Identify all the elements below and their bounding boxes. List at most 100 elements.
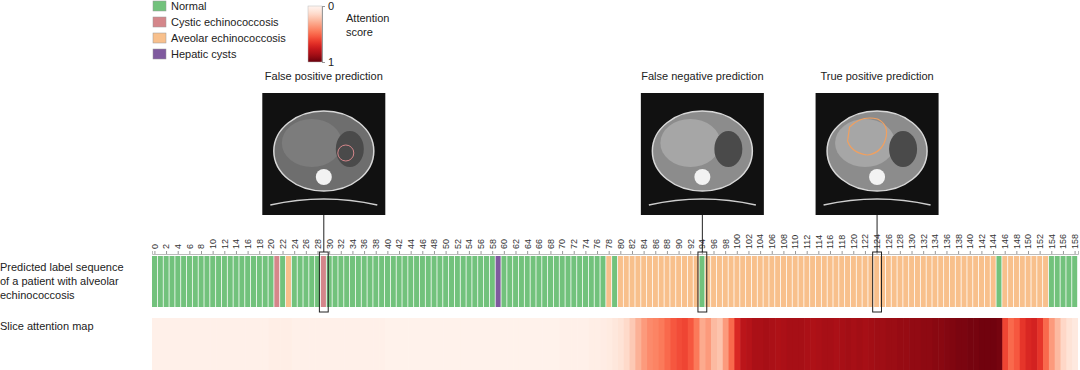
- slice-tick-label: 16: [243, 239, 253, 249]
- slice-tick-mark: [352, 251, 353, 254]
- sequence-cell: [548, 256, 553, 307]
- attention-cell: [851, 318, 857, 370]
- sequence-cell: [443, 256, 448, 307]
- attention-cell: [292, 318, 298, 370]
- slice-tick-label: 54: [464, 239, 474, 249]
- sequence-cell: [426, 256, 431, 307]
- slice-tick: 68: [546, 239, 556, 254]
- attention-cell: [659, 318, 665, 370]
- ct-thumbnail: [262, 93, 385, 215]
- slice-tick-mark: [271, 251, 272, 254]
- attention-cell: [595, 318, 601, 370]
- annotation-box: [698, 252, 707, 312]
- slice-tick-mark: [993, 251, 994, 254]
- attention-cell: [653, 318, 659, 370]
- slice-tick-mark: [306, 251, 307, 254]
- attention-cell: [688, 318, 694, 370]
- slice-tick-label: 148: [1012, 234, 1022, 249]
- sequence-cell: [915, 256, 920, 307]
- slice-tick-label: 142: [977, 234, 987, 249]
- sequence-cell: [542, 256, 547, 307]
- sequence-cell: [962, 256, 967, 307]
- attention-cell: [437, 318, 443, 370]
- slice-tick: 136: [942, 234, 952, 254]
- slice-tick-mark: [772, 251, 773, 254]
- slice-tick-label: 106: [767, 234, 777, 249]
- sequence-cell: [513, 256, 518, 307]
- attention-cell: [833, 318, 839, 370]
- slice-tick-mark: [364, 251, 365, 254]
- sequence-cell: [729, 256, 734, 307]
- legend-label: Normal: [171, 0, 206, 12]
- attention-cell: [484, 318, 490, 370]
- slice-tick: 142: [977, 234, 987, 254]
- sequence-cell: [863, 256, 868, 307]
- sequence-cell: [239, 256, 244, 307]
- attention-cell: [635, 318, 641, 370]
- slice-tick: 120: [849, 234, 859, 254]
- sequence-cell: [804, 256, 809, 307]
- slice-tick-mark: [492, 251, 493, 254]
- attention-cell: [1061, 318, 1067, 370]
- sequence-cell: [583, 256, 588, 307]
- annotation: True positive prediction: [816, 70, 939, 312]
- slice-tick: 58: [488, 239, 498, 254]
- attention-cell: [717, 318, 723, 370]
- annotation-connector: [323, 215, 324, 252]
- slice-tick-mark: [946, 251, 947, 254]
- ct-lesion-outline: [848, 118, 887, 155]
- ct-organ: [660, 119, 720, 167]
- slice-tick: 104: [755, 234, 765, 254]
- sequence-cell: [373, 256, 378, 307]
- slice-tick-mark: [422, 251, 423, 254]
- sequence-cell: [822, 256, 827, 307]
- slice-tick: 76: [592, 239, 602, 254]
- attention-cell: [857, 318, 863, 370]
- attention-cell: [699, 318, 705, 370]
- sequence-cell: [589, 256, 594, 307]
- slice-tick: 14: [231, 239, 241, 254]
- attention-cell: [694, 318, 700, 370]
- ct-organ: [835, 119, 895, 167]
- sequence-cell: [705, 256, 710, 307]
- slice-tick-mark: [236, 251, 237, 254]
- attention-cell: [472, 318, 478, 370]
- slice-tick-mark: [912, 251, 913, 254]
- slice-tick-mark: [900, 251, 901, 254]
- attention-cell: [385, 318, 391, 370]
- slice-tick-mark: [294, 251, 295, 254]
- attention-cell: [461, 318, 467, 370]
- slice-tick-label: 36: [359, 239, 369, 249]
- attention-cell: [478, 318, 484, 370]
- sequence-cell: [333, 256, 338, 307]
- slice-tick-label: 132: [919, 234, 929, 249]
- attention-cell: [769, 318, 775, 370]
- sequence-cell: [169, 256, 174, 307]
- slice-tick-mark: [632, 251, 633, 254]
- attention-cell: [286, 318, 292, 370]
- attention-cell: [705, 318, 711, 370]
- sequence-cell: [670, 256, 675, 307]
- slice-tick-mark: [853, 251, 854, 254]
- sequence-cell: [723, 256, 728, 307]
- slice-tick: 88: [662, 239, 672, 254]
- sequence-cell: [507, 256, 512, 307]
- attention-cell: [781, 318, 787, 370]
- slice-tick-mark: [527, 251, 528, 254]
- annotation-connector: [877, 215, 878, 252]
- attention-cell: [798, 318, 804, 370]
- slice-tick-label: 60: [499, 239, 509, 249]
- attention-cell: [379, 318, 385, 370]
- attention-cell: [723, 318, 729, 370]
- attention-cell: [630, 318, 636, 370]
- attention-cell: [350, 318, 356, 370]
- attention-cell: [967, 318, 973, 370]
- slice-tick: 128: [895, 234, 905, 254]
- sequence-cell: [397, 256, 402, 307]
- attention-cell: [216, 318, 222, 370]
- slice-tick: 72: [569, 239, 579, 254]
- attention-cell: [1026, 318, 1032, 370]
- slice-tick: 12: [220, 239, 230, 254]
- sequence-cell: [472, 256, 477, 307]
- attention-cell: [880, 318, 886, 370]
